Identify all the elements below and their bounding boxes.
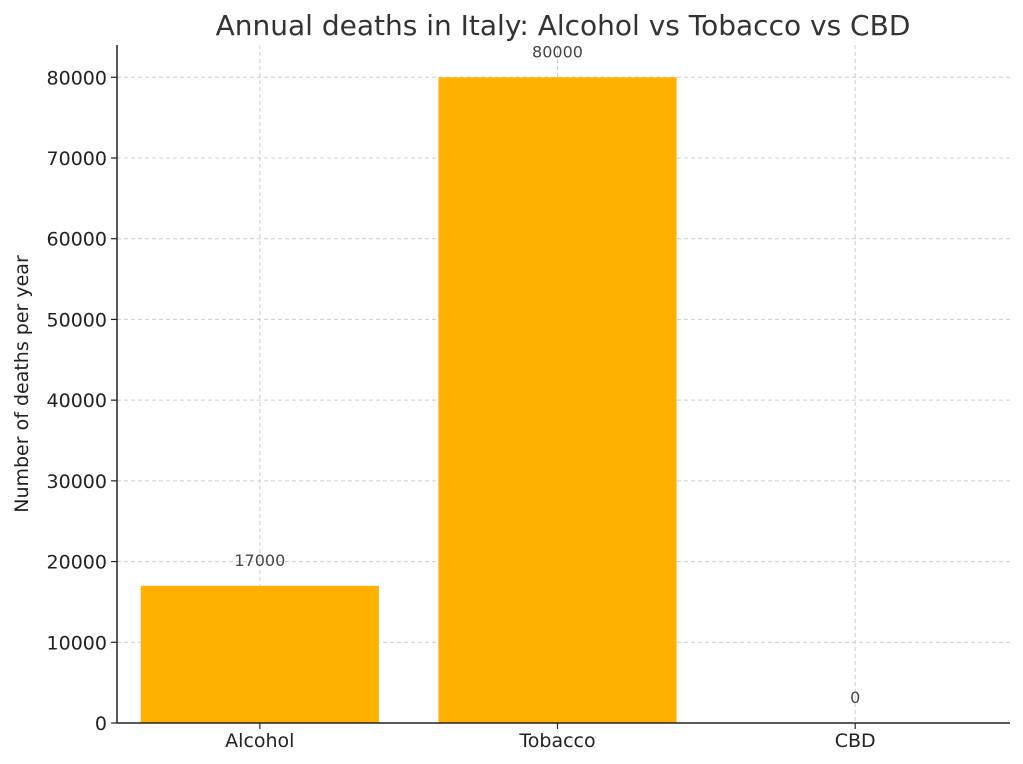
y-tick-label: 70000 (47, 148, 107, 170)
x-tick-labels: Alcohol Tobacco CBD (225, 723, 876, 752)
y-tick-label: 30000 (47, 471, 107, 493)
bar-alcohol (140, 585, 379, 723)
y-tick-label: 10000 (47, 632, 107, 654)
y-tick-label: 20000 (47, 552, 107, 574)
y-axis-label: Number of deaths per year (11, 255, 33, 513)
chart-title: Annual deaths in Italy: Alcohol vs Tobac… (216, 9, 911, 42)
y-tick-label: 40000 (47, 390, 107, 412)
y-tick-label: 60000 (47, 229, 107, 251)
y-tick-label: 0 (95, 713, 107, 735)
data-label-cbd: 0 (850, 688, 860, 707)
bars (140, 77, 677, 724)
y-tick-label: 80000 (47, 67, 107, 89)
data-label-alcohol: 17000 (234, 551, 285, 570)
x-tick-label: CBD (835, 730, 876, 752)
x-tick-label: Alcohol (225, 730, 294, 752)
x-tick-label: Tobacco (518, 730, 595, 752)
bar-tobacco (438, 77, 677, 724)
data-label-tobacco: 80000 (532, 42, 583, 61)
y-tick-labels: 0 10000 20000 30000 40000 50000 60000 70000 8000… (47, 67, 117, 735)
y-tick-label: 50000 (47, 309, 107, 331)
data-labels: 17000 80000 0 (234, 42, 860, 707)
